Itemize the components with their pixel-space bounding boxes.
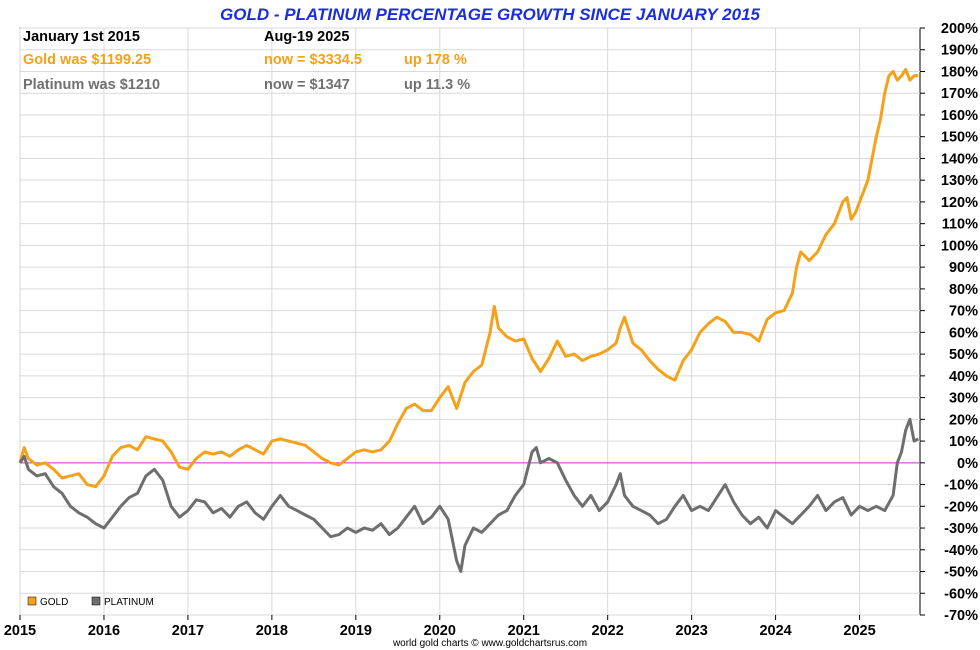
- y-tick-label: 10%: [949, 434, 978, 450]
- series-layer: [18, 67, 919, 573]
- x-tick-label: 2024: [759, 623, 791, 639]
- y-tick-label: -20%: [944, 499, 978, 515]
- legend-label-gold: GOLD: [40, 597, 68, 608]
- legend-swatch-platinum: [91, 596, 101, 606]
- chart-title: GOLD - PLATINUM PERCENTAGE GROWTH SINCE …: [220, 5, 761, 24]
- y-tick-label: 100%: [941, 238, 978, 254]
- y-tick-label: 40%: [949, 369, 978, 385]
- x-tick-label: 2018: [256, 623, 288, 639]
- y-tick-label: 160%: [941, 108, 978, 124]
- x-tick-label: 2021: [508, 623, 540, 639]
- y-tick-label: 90%: [949, 260, 978, 276]
- x-tick-label: 2020: [424, 623, 456, 639]
- annotation-gold-was: Gold was $1199.25: [23, 52, 151, 68]
- series-line-platinum: [18, 417, 919, 573]
- annotation-gold-up: up 178 %: [404, 52, 467, 68]
- y-tick-label: 170%: [941, 86, 978, 102]
- y-tick-label: 120%: [941, 195, 978, 211]
- annotation-gold-now: now = $3334.5: [264, 52, 362, 68]
- x-tick-label: 2025: [843, 623, 875, 639]
- x-tick-label: 2016: [88, 623, 120, 639]
- x-tick-label: 2015: [4, 623, 36, 639]
- y-tick-label: 80%: [949, 282, 978, 298]
- plot-area: [19, 27, 921, 616]
- legend-swatch-gold: [27, 596, 37, 606]
- annotation-date-end: Aug-19 2025: [264, 29, 349, 45]
- y-axis: -70% -60% -50% -40% -30% -20% -10% 0% 10% 20% 30% 4…: [920, 21, 978, 624]
- chart-credit: world gold charts © www.goldchartsrus.co…: [392, 638, 587, 649]
- x-tick-label: 2017: [172, 623, 204, 639]
- x-tick-label: 2019: [340, 623, 372, 639]
- y-tick-label: 70%: [949, 304, 978, 320]
- y-tick-label: 50%: [949, 347, 978, 363]
- annotation-plat-up: up 11.3 %: [404, 77, 470, 93]
- y-tick-label: -70%: [944, 608, 978, 624]
- y-tick-label: 60%: [949, 325, 978, 341]
- y-tick-label: 190%: [941, 43, 978, 59]
- y-tick-label: 30%: [949, 391, 978, 407]
- y-tick-label: 0%: [957, 456, 978, 472]
- y-tick-label: 130%: [941, 173, 978, 189]
- x-axis: 2015 2016 2017 2018 2019 2020 2021 2022 2023 2024…: [4, 615, 876, 639]
- y-tick-label: 20%: [949, 412, 978, 428]
- y-tick-label: 180%: [941, 64, 978, 80]
- y-tick-label: -30%: [944, 521, 978, 537]
- legend-label-platinum: PLATINUM: [104, 597, 154, 608]
- x-tick-label: 2023: [676, 623, 708, 639]
- annotation-plat-was: Platinum was $1210: [23, 77, 160, 93]
- y-tick-label: -60%: [944, 586, 978, 602]
- annotation-date-start: January 1st 2015: [23, 29, 140, 45]
- y-tick-label: 150%: [941, 130, 978, 146]
- series-line-gold: [18, 67, 919, 489]
- x-tick-label: 2022: [592, 623, 624, 639]
- y-tick-label: 140%: [941, 151, 978, 167]
- y-tick-label: 200%: [941, 21, 978, 37]
- y-tick-label: -40%: [944, 543, 978, 559]
- annotation-plat-now: now = $1347: [264, 77, 350, 93]
- y-tick-label: 110%: [942, 217, 978, 233]
- legend: GOLD PLATINUM: [27, 596, 154, 608]
- y-tick-label: -10%: [944, 478, 978, 494]
- y-tick-label: -50%: [944, 565, 978, 581]
